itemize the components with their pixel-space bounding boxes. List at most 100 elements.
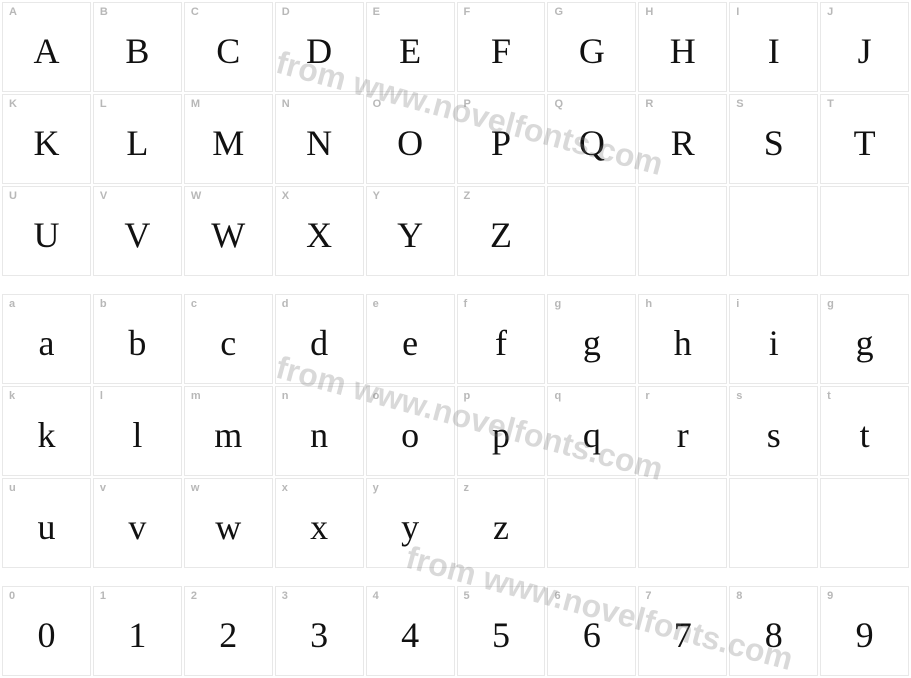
cell-label: F [464,6,471,18]
charmap-row: kkllmmnnooppqqrrsstt [2,386,909,476]
charmap-row: uuvvwwxxyyzz [2,478,909,568]
charmap-cell: PP [457,94,546,184]
charmap-row: AABBCCDDEEFFGGHHIIJJ [2,2,909,92]
charmap-cell: EE [366,2,455,92]
cell-glyph: H [670,30,696,72]
cell-label: 5 [464,590,470,602]
cell-glyph: s [767,414,781,456]
charmap-cell [729,478,818,568]
charmap-cell: ee [366,294,455,384]
cell-label: 2 [191,590,197,602]
cell-label: N [282,98,290,110]
cell-label: d [282,298,289,310]
charmap-cell: 00 [2,586,91,676]
cell-glyph: 6 [583,614,601,656]
charmap-row: aabbccddeeffgghhiigg [2,294,909,384]
cell-label: K [9,98,17,110]
cell-glyph: 9 [856,614,874,656]
section-spacer [2,570,909,584]
cell-label: D [282,6,290,18]
charmap-cell: LL [93,94,182,184]
cell-glyph: I [768,30,780,72]
charmap-cell: QQ [547,94,636,184]
cell-glyph: l [132,414,142,456]
cell-glyph: q [583,414,601,456]
cell-label: f [464,298,468,310]
cell-label: q [554,390,561,402]
cell-label: T [827,98,834,110]
cell-label: k [9,390,15,402]
cell-glyph: c [220,322,236,364]
cell-label: S [736,98,743,110]
charmap-cell [820,478,909,568]
charmap-cell [729,186,818,276]
charmap-cell: RR [638,94,727,184]
charmap-cell [820,186,909,276]
cell-glyph: e [402,322,418,364]
cell-label: Q [554,98,563,110]
charmap-cell: mm [184,386,273,476]
cell-label: 7 [645,590,651,602]
charmap-cell [638,186,727,276]
cell-glyph: g [583,322,601,364]
cell-glyph: P [491,122,511,164]
charmap-cell: ss [729,386,818,476]
cell-glyph: B [125,30,149,72]
charmap-cell: kk [2,386,91,476]
cell-glyph: A [33,30,59,72]
cell-glyph: p [492,414,510,456]
cell-glyph: 8 [765,614,783,656]
cell-glyph: i [769,322,779,364]
cell-label: 4 [373,590,379,602]
font-charmap-container: AABBCCDDEEFFGGHHIIJJKKLLMMNNOOPPQQRRSSTT… [0,0,911,678]
cell-label: r [645,390,649,402]
charmap-cell: oo [366,386,455,476]
charmap-row: KKLLMMNNOOPPQQRRSSTT [2,94,909,184]
charmap-cell: cc [184,294,273,384]
charmap-cell: UU [2,186,91,276]
charmap-cell: YY [366,186,455,276]
cell-glyph: S [764,122,784,164]
charmap-cell: ww [184,478,273,568]
cell-label: U [9,190,17,202]
cell-label: w [191,482,200,494]
cell-label: W [191,190,201,202]
cell-glyph: r [677,414,689,456]
charmap-cell: vv [93,478,182,568]
cell-label: u [9,482,16,494]
charmap-cell: OO [366,94,455,184]
charmap-cell: gg [820,294,909,384]
charmap-cell: WW [184,186,273,276]
cell-label: H [645,6,653,18]
charmap-cell: AA [2,2,91,92]
cell-label: P [464,98,471,110]
charmap-cell: VV [93,186,182,276]
cell-glyph: 7 [674,614,692,656]
charmap-cell: SS [729,94,818,184]
cell-glyph: b [128,322,146,364]
charmap-cell: TT [820,94,909,184]
charmap-cell: MM [184,94,273,184]
cell-glyph: C [216,30,240,72]
cell-label: Y [373,190,380,202]
charmap-row: UUVVWWXXYYZZ [2,186,909,276]
cell-glyph: E [399,30,421,72]
cell-label: J [827,6,833,18]
cell-glyph: J [858,30,872,72]
cell-label: h [645,298,652,310]
cell-glyph: y [401,506,419,548]
cell-glyph: n [310,414,328,456]
charmap-cell: dd [275,294,364,384]
cell-label: n [282,390,289,402]
cell-label: o [373,390,380,402]
charmap-cell: qq [547,386,636,476]
cell-glyph: 3 [310,614,328,656]
charmap-cell: tt [820,386,909,476]
cell-label: 8 [736,590,742,602]
charmap-cell: XX [275,186,364,276]
charmap-cell: gg [547,294,636,384]
cell-label: I [736,6,739,18]
cell-glyph: x [310,506,328,548]
cell-label: z [464,482,470,494]
cell-label: V [100,190,107,202]
